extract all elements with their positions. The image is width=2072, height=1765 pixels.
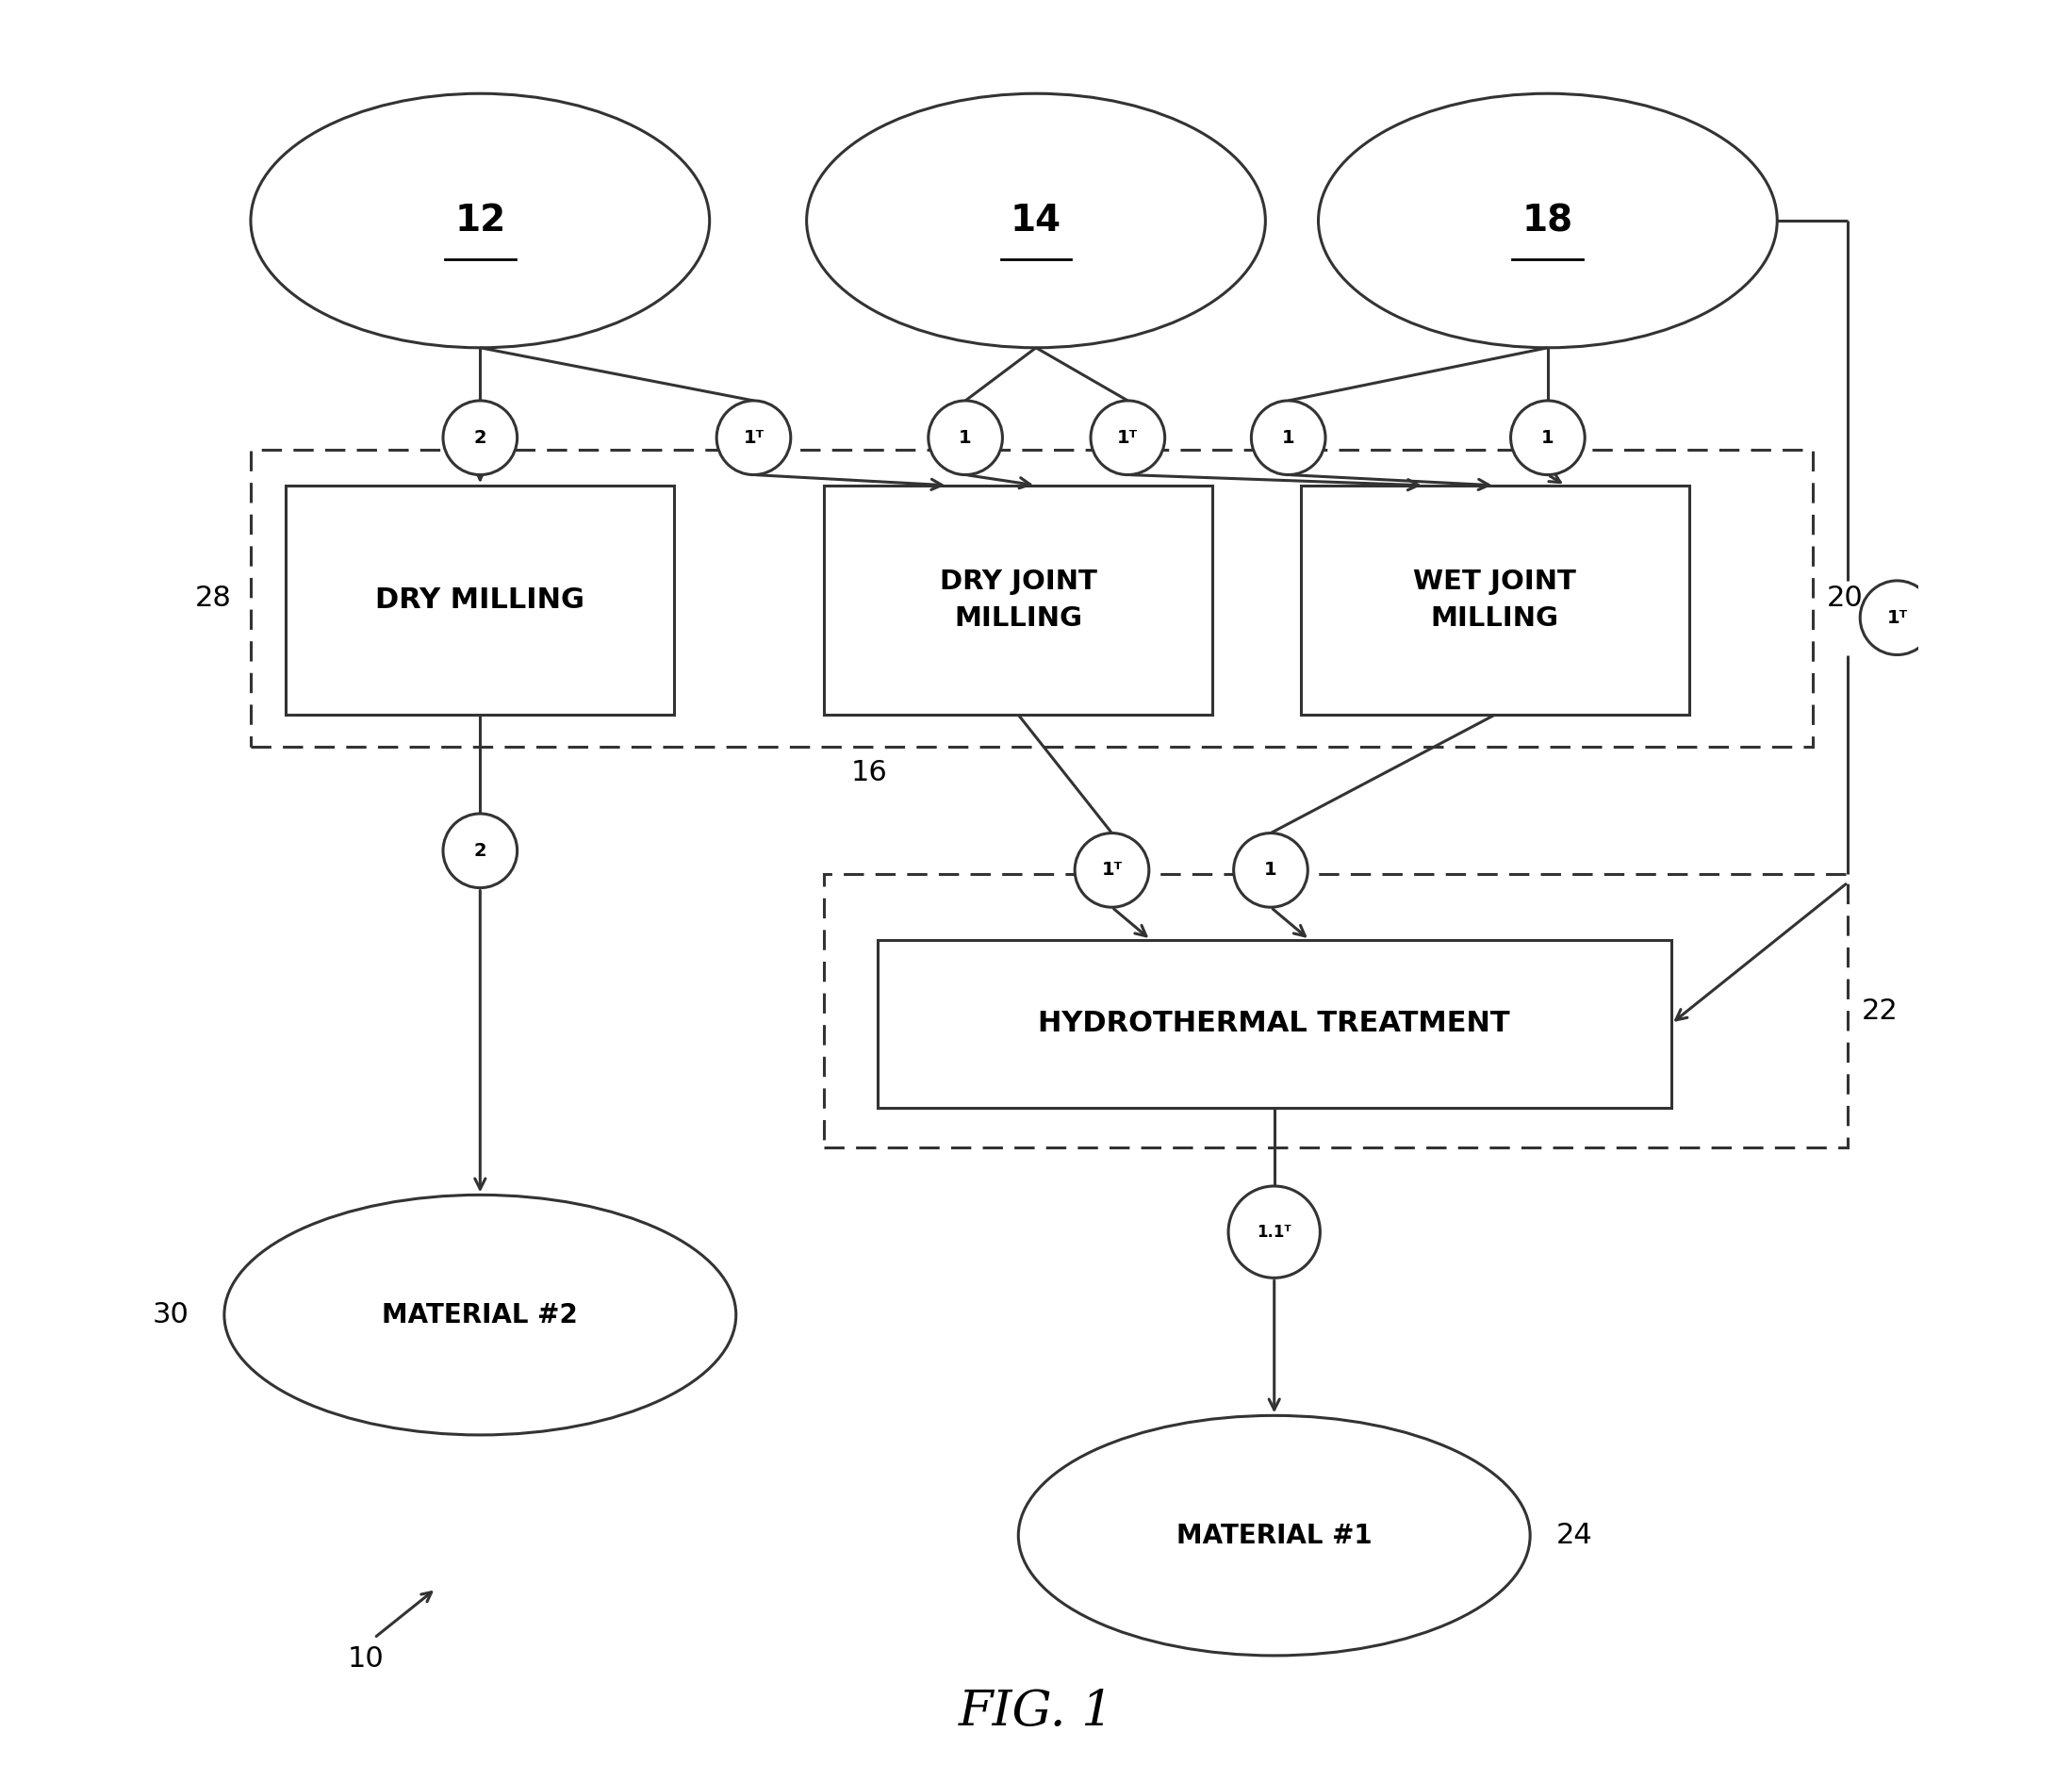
Ellipse shape xyxy=(224,1195,736,1435)
Ellipse shape xyxy=(1318,94,1778,348)
Text: WET JOINT
MILLING: WET JOINT MILLING xyxy=(1413,568,1577,632)
FancyBboxPatch shape xyxy=(286,485,673,715)
FancyBboxPatch shape xyxy=(1301,485,1689,715)
Text: 1ᵀ: 1ᵀ xyxy=(1888,609,1908,627)
Text: 1: 1 xyxy=(959,429,972,447)
Circle shape xyxy=(1075,833,1150,907)
Circle shape xyxy=(717,401,792,475)
FancyBboxPatch shape xyxy=(825,485,1212,715)
FancyBboxPatch shape xyxy=(876,939,1672,1108)
Circle shape xyxy=(1229,1186,1320,1278)
Circle shape xyxy=(928,401,1003,475)
Text: DRY MILLING: DRY MILLING xyxy=(375,586,584,614)
Text: 1: 1 xyxy=(1283,429,1295,447)
Circle shape xyxy=(443,401,518,475)
Text: 1: 1 xyxy=(1542,429,1554,447)
Text: 2: 2 xyxy=(474,429,487,447)
Text: 12: 12 xyxy=(454,203,506,238)
Text: 1ᵀ: 1ᵀ xyxy=(1102,861,1123,879)
Text: 18: 18 xyxy=(1523,203,1573,238)
Text: MATERIAL #1: MATERIAL #1 xyxy=(1177,1523,1372,1548)
Circle shape xyxy=(1251,401,1326,475)
Text: 14: 14 xyxy=(1011,203,1061,238)
Text: MATERIAL #2: MATERIAL #2 xyxy=(381,1303,578,1327)
Ellipse shape xyxy=(1017,1416,1529,1656)
Text: 22: 22 xyxy=(1863,997,1898,1025)
Text: DRY JOINT
MILLING: DRY JOINT MILLING xyxy=(941,568,1096,632)
Text: 1.1ᵀ: 1.1ᵀ xyxy=(1258,1223,1291,1241)
Text: 10: 10 xyxy=(348,1645,383,1673)
Circle shape xyxy=(1090,401,1164,475)
Circle shape xyxy=(1233,833,1307,907)
Text: 24: 24 xyxy=(1556,1521,1593,1550)
Circle shape xyxy=(443,814,518,888)
Text: 1ᵀ: 1ᵀ xyxy=(744,429,765,447)
Text: FIG. 1: FIG. 1 xyxy=(959,1687,1113,1737)
Text: 2: 2 xyxy=(474,842,487,860)
Text: 30: 30 xyxy=(153,1301,189,1329)
Text: 28: 28 xyxy=(195,584,232,612)
Ellipse shape xyxy=(806,94,1266,348)
Text: 16: 16 xyxy=(852,759,887,785)
Text: 1ᵀ: 1ᵀ xyxy=(1117,429,1138,447)
Text: 20: 20 xyxy=(1828,584,1863,612)
Text: 1: 1 xyxy=(1264,861,1276,879)
Circle shape xyxy=(1510,401,1585,475)
Circle shape xyxy=(1861,581,1935,655)
Text: HYDROTHERMAL TREATMENT: HYDROTHERMAL TREATMENT xyxy=(1038,1010,1510,1038)
Ellipse shape xyxy=(251,94,709,348)
